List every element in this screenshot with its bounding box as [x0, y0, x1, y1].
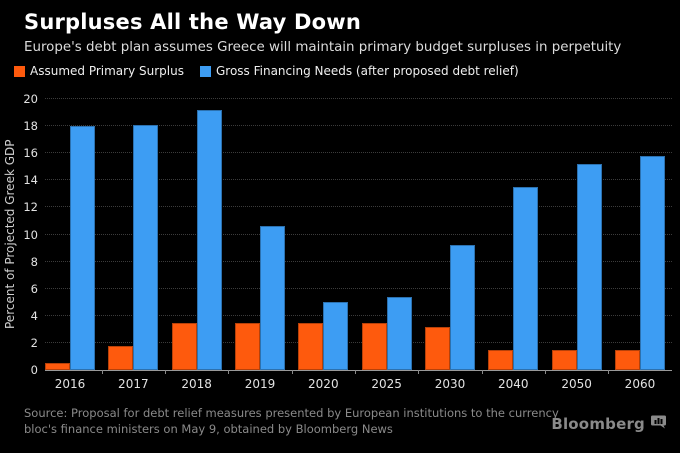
legend-label: Gross Financing Needs (after proposed de…: [215, 64, 519, 78]
legend-item-assumed-primary-surplus: Assumed Primary Surplus: [14, 64, 184, 78]
bar-groups: 2016 2017 2018 2019 2020 2025 2030 2040 2050 2060: [45, 99, 672, 391]
gridline: [45, 125, 672, 127]
y-tick-label: 8: [30, 254, 38, 269]
bar-gross-financing-needs: [196, 109, 222, 370]
bar-assumed-primary-surplus: [614, 349, 640, 370]
bar-assumed-primary-surplus: [361, 322, 387, 370]
source-text: Source: Proposal for debt relief measure…: [24, 406, 559, 437]
bar-gross-financing-needs: [513, 187, 539, 370]
legend: Assumed Primary Surplus Gross Financing …: [14, 64, 519, 78]
y-tick-label: 10: [23, 227, 38, 242]
x-axis-tick: [354, 370, 356, 374]
x-tick-label: 2030: [434, 377, 466, 391]
bloomberg-logo: Bloomberg: [551, 414, 666, 433]
bar-gross-financing-needs: [133, 124, 159, 370]
bar-assumed-primary-surplus: [298, 322, 324, 370]
gridline: [45, 341, 672, 343]
bloomberg-wordmark: Bloomberg: [551, 414, 645, 433]
gridline: [45, 98, 672, 99]
gridline: [45, 152, 672, 154]
bar-assumed-primary-surplus: [171, 322, 197, 370]
y-tick-label: 16: [23, 146, 38, 161]
chart-title: Surpluses All the Way Down: [24, 10, 362, 34]
gridline: [45, 233, 672, 235]
legend-label: Assumed Primary Surplus: [30, 64, 184, 78]
legend-item-gross-financing-needs: Gross Financing Needs (after proposed de…: [199, 64, 519, 78]
y-tick-label: 4: [30, 308, 38, 323]
y-tick-label: 6: [30, 281, 38, 296]
bar-assumed-primary-surplus: [45, 363, 70, 370]
legend-swatch-orange-icon: [14, 65, 25, 77]
bar-gross-financing-needs: [323, 302, 349, 370]
gridline: [45, 179, 672, 181]
x-axis-tick: [291, 370, 293, 374]
bar-group-2025: 2025: [361, 99, 412, 391]
bar-assumed-primary-surplus: [488, 349, 514, 370]
x-axis-tick: [101, 370, 103, 374]
chart-subtitle: Europe's debt plan assumes Greece will m…: [24, 40, 622, 55]
x-axis-tick: [228, 370, 230, 374]
bar-gross-financing-needs: [259, 226, 285, 370]
x-axis-tick: [481, 370, 483, 374]
y-tick-label: 2: [30, 335, 38, 350]
bar-group-2019: 2019: [234, 99, 285, 391]
y-axis-tick-labels: 0 2 4 6 8 10 12 14 16 18 20: [0, 92, 38, 377]
x-tick-label: 2050: [561, 377, 592, 391]
bar-assumed-primary-surplus: [424, 326, 450, 370]
x-axis-tick: [418, 370, 420, 374]
x-tick-label: 2060: [624, 377, 656, 391]
bar-gross-financing-needs: [70, 126, 95, 370]
x-tick-label: 2040: [498, 377, 529, 391]
x-tick-label: 2018: [181, 377, 212, 391]
bar-group-2016: 2016: [45, 99, 95, 391]
bar-group-2020: 2020: [298, 99, 349, 391]
bar-group-2040: 2040: [488, 99, 539, 391]
x-tick-label: 2017: [118, 377, 149, 391]
gridline: [45, 314, 672, 316]
y-tick-label: 20: [23, 92, 38, 106]
bar-gross-financing-needs: [576, 164, 602, 370]
y-tick-label: 18: [23, 119, 38, 134]
bar-chart-bubble-icon: [651, 414, 666, 433]
bar-assumed-primary-surplus: [234, 322, 260, 370]
bar-gross-financing-needs: [386, 296, 412, 370]
bar-gross-financing-needs: [639, 155, 665, 370]
bar-group-2050: 2050: [551, 99, 602, 391]
y-tick-label: 12: [23, 200, 38, 215]
legend-swatch-blue-icon: [199, 65, 211, 77]
bar-gross-financing-needs: [449, 245, 475, 370]
x-axis-tick: [164, 370, 166, 374]
y-tick-label: 14: [23, 173, 38, 188]
y-tick-label: 0: [30, 363, 38, 377]
bar-group-2018: 2018: [171, 99, 222, 391]
gridline: [45, 287, 672, 289]
x-tick-label: 2016: [54, 377, 86, 391]
gridline: [45, 260, 672, 262]
x-axis-tick: [544, 370, 546, 374]
gridline: [45, 206, 672, 208]
x-tick-label: 2020: [308, 377, 339, 391]
bar-group-2017: 2017: [108, 99, 159, 391]
bar-assumed-primary-surplus: [108, 345, 134, 370]
x-tick-label: 2019: [244, 377, 276, 391]
bar-group-2060: 2060: [614, 99, 665, 391]
bar-assumed-primary-surplus: [551, 349, 577, 370]
x-axis-tick: [608, 370, 610, 374]
bar-group-2030: 2030: [424, 99, 475, 391]
x-tick-label: 2025: [371, 377, 402, 391]
plot-area: 2016 2017 2018 2019 2020 2025 2030 2040 2050 2060: [45, 98, 672, 391]
